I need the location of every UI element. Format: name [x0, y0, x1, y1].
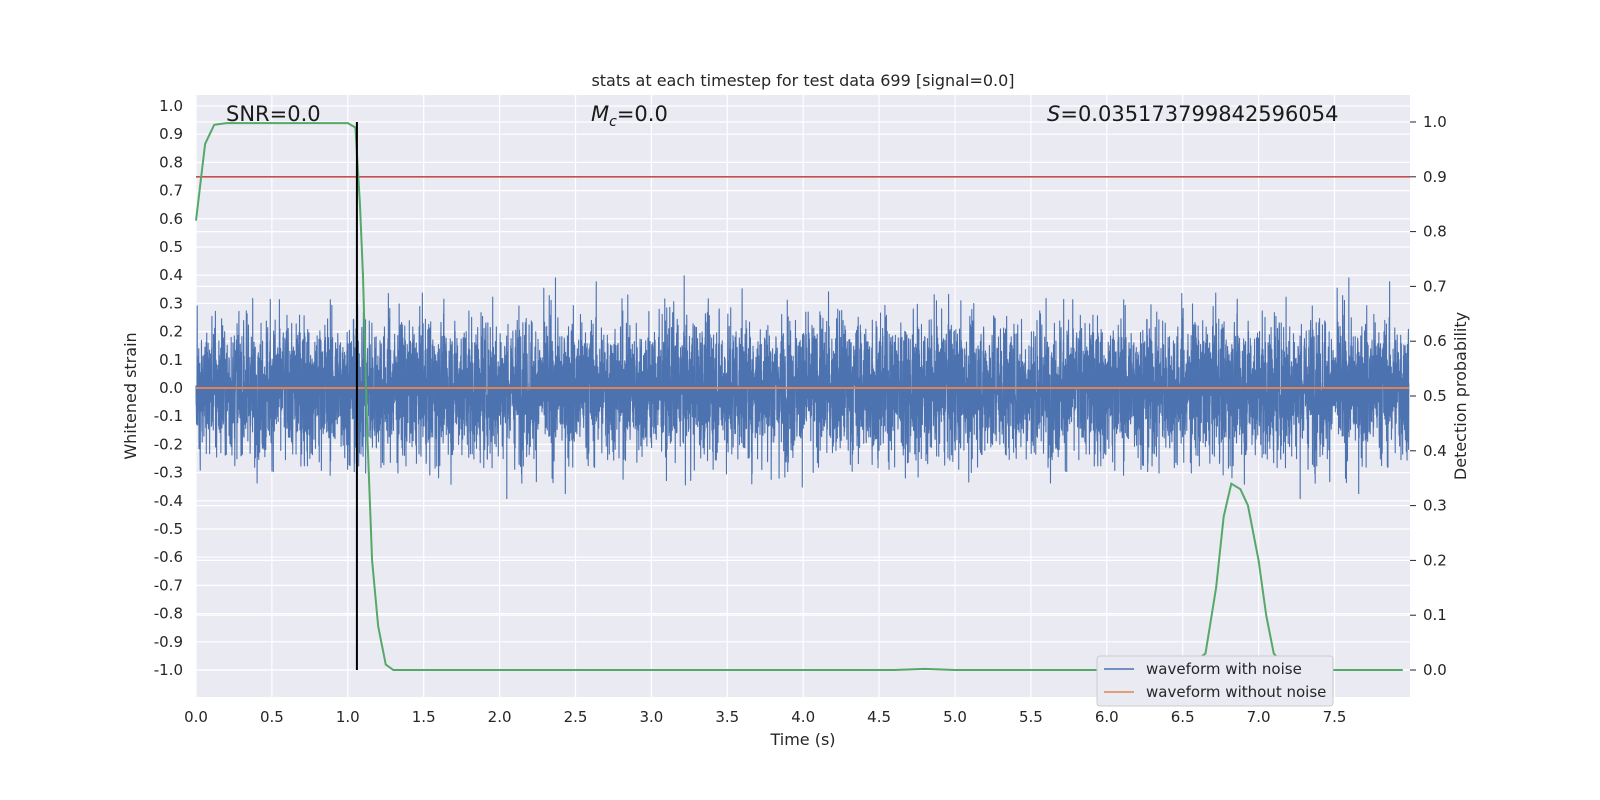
x-tick-label: 5.5 [1019, 708, 1043, 726]
mc-symbol: M [591, 102, 609, 126]
y-tick-label: -0.2 [154, 435, 183, 453]
y-right-tick-label: 1.0 [1423, 113, 1447, 131]
y-right-tick-label: 0.7 [1423, 277, 1447, 295]
s-value: =0.035173799842596054 [1060, 102, 1338, 126]
y-tick-label: 0.5 [159, 238, 183, 256]
s-symbol: S [1047, 102, 1060, 126]
mc-subscript: c [609, 114, 617, 130]
y-right-tick-label: 0.6 [1423, 332, 1447, 350]
y-right-tick-label: 0.1 [1423, 606, 1447, 624]
y-axis-right-label: Detection probability [1451, 312, 1470, 480]
y-tick-label: -0.3 [154, 464, 183, 482]
y-tick-label: -1.0 [154, 661, 183, 679]
y-tick-label: -0.1 [154, 407, 183, 425]
y-right-tick-label: 0.9 [1423, 168, 1447, 186]
x-tick-label: 2.0 [488, 708, 512, 726]
legend: waveform with noise waveform without noi… [1096, 655, 1334, 707]
plot-area [195, 122, 1410, 671]
y-tick-label: 0.3 [159, 294, 183, 312]
y-tick-label: -0.5 [154, 520, 183, 538]
y-axis-label: Whitened strain [121, 332, 140, 459]
legend-label-clean: waveform without noise [1146, 683, 1326, 701]
x-tick-label: 0.0 [184, 708, 208, 726]
x-axis-label: Time (s) [769, 730, 835, 749]
y-tick-label: 0.7 [159, 182, 183, 200]
mc-value: =0.0 [617, 102, 668, 126]
x-tick-label: 1.5 [412, 708, 436, 726]
legend-label-noise: waveform with noise [1146, 660, 1302, 678]
series-waveform-with-noise [195, 275, 1410, 500]
y-tick-label: -0.4 [154, 492, 183, 510]
y-tick-label: 0.4 [159, 266, 183, 284]
x-tick-label: 3.0 [639, 708, 663, 726]
x-tick-label: 4.0 [791, 708, 815, 726]
x-tick-label: 1.0 [336, 708, 360, 726]
series-detection-probability [195, 122, 1403, 671]
y-tick-label: 1.0 [159, 97, 183, 115]
x-tick-label: 0.5 [260, 708, 284, 726]
x-tick-label: 4.5 [867, 708, 891, 726]
y-right-tick-label: 0.8 [1423, 223, 1447, 241]
s-annotation: S=0.035173799842596054 [1047, 102, 1338, 126]
legend-box [1096, 655, 1334, 707]
ticks: 0.0 0.5 1.0 1.5 2.0 2.5 3.0 3.5 4.0 4.5 5.0 5.5 6.0 6… [154, 97, 1447, 726]
y-right-tick-label: 0.3 [1423, 497, 1447, 515]
y-right-tick-label: 0.0 [1423, 661, 1447, 679]
y-right-tick-label: 0.2 [1423, 551, 1447, 569]
x-tick-label: 3.5 [715, 708, 739, 726]
y-tick-label: 0.1 [159, 351, 183, 369]
mc-annotation: Mc=0.0 [591, 102, 668, 130]
y-tick-label: 0.8 [159, 153, 183, 171]
y-tick-label: -0.6 [154, 548, 183, 566]
y-tick-label: -0.7 [154, 576, 183, 594]
y-tick-label: -0.8 [154, 605, 183, 623]
x-tick-label: 6.0 [1095, 708, 1119, 726]
y-right-tick-label: 0.5 [1423, 387, 1447, 405]
y-right-tick-label: 0.4 [1423, 442, 1447, 460]
x-tick-label: 2.5 [564, 708, 588, 726]
x-tick-label: 6.5 [1171, 708, 1195, 726]
snr-annotation: SNR=0.0 [226, 102, 321, 126]
y-tick-label: 0.6 [159, 210, 183, 228]
y-tick-label: -0.9 [154, 633, 183, 651]
y-tick-label: 0.0 [159, 379, 183, 397]
x-tick-label: 5.0 [943, 708, 967, 726]
x-tick-label: 7.0 [1247, 708, 1271, 726]
y-tick-label: 0.9 [159, 125, 183, 143]
chart-title: stats at each timestep for test data 699… [591, 71, 1014, 90]
x-tick-label: 7.5 [1323, 708, 1347, 726]
y-tick-label: 0.2 [159, 323, 183, 341]
